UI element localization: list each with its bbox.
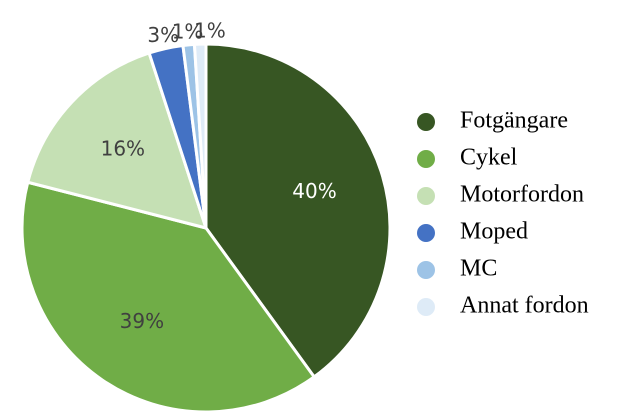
pie-slice (192, 42, 208, 229)
legend-marker (417, 298, 435, 316)
legend-marker (417, 113, 435, 131)
data-label: 16% (101, 136, 145, 160)
legend-label: Motorfordon (460, 182, 584, 208)
legend-marker (417, 187, 435, 205)
legend-label: Cykel (460, 145, 518, 171)
legend-marker (417, 224, 435, 242)
legend-marker (417, 150, 435, 168)
data-label: 39% (120, 309, 164, 333)
legend-marker (417, 261, 435, 279)
legend-label: Moped (460, 219, 528, 245)
pie-slice (25, 51, 209, 231)
data-label: 1% (172, 19, 204, 43)
legend-label: MC (460, 256, 497, 282)
data-label: 40% (292, 179, 336, 203)
legend-label: Annat fordon (460, 293, 589, 319)
pie-slice (204, 42, 392, 379)
data-label: 3% (147, 23, 179, 47)
legend-label: Fotgängare (460, 108, 568, 134)
data-label: 1% (194, 19, 226, 43)
pie-slice (20, 180, 317, 413)
